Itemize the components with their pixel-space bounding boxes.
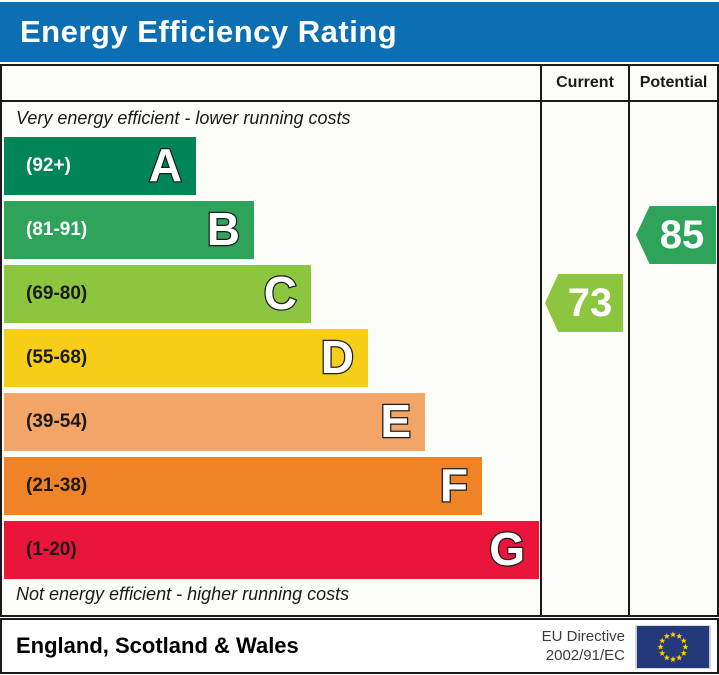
current-rating-value: 73 [567, 280, 613, 325]
band-letter: D [320, 330, 356, 384]
band-range: (55-68) [26, 347, 88, 368]
header-underline [2, 100, 717, 102]
band-row-g: (1-20) G [4, 521, 539, 579]
band-range: (39-54) [26, 411, 88, 432]
title-bar: Energy Efficiency Rating [0, 2, 719, 62]
column-header-current: Current [556, 74, 614, 91]
band-letter: F [439, 458, 470, 512]
potential-rating-arrow: 85 [636, 206, 716, 264]
band-row-d: (55-68) D [4, 329, 368, 387]
band-letter: A [148, 138, 184, 193]
rating-table: Current Potential Very energy efficient … [0, 64, 719, 617]
band-range: (1-20) [26, 539, 77, 560]
band-letter: C [263, 266, 299, 320]
column-header-potential: Potential [639, 74, 708, 91]
footer-bar: England, Scotland & Wales EU Directive 2… [0, 618, 719, 674]
band-row-c: (69-80) C [4, 265, 311, 323]
band-row-f: (21-38) F [4, 457, 482, 515]
band-row-b: (81-91) B [4, 201, 254, 259]
band-letter: G [488, 522, 526, 577]
band-range: (69-80) [26, 283, 88, 304]
bottom-note: Not energy efficient - higher running co… [16, 584, 350, 604]
band-range: (92+) [26, 155, 71, 176]
region-label: England, Scotland & Wales [16, 633, 299, 658]
page-title: Energy Efficiency Rating [20, 14, 398, 49]
band-row-a: (92+) A [4, 137, 196, 195]
eu-directive-label: EU Directive 2002/91/EC [542, 627, 625, 665]
potential-rating-value: 85 [659, 212, 705, 257]
column-divider-potential [628, 66, 630, 615]
band-letter: B [206, 202, 242, 257]
eu-flag-icon [635, 625, 711, 669]
eu-directive-line2: 2002/91/EC [545, 647, 625, 664]
band-letter: E [379, 394, 412, 448]
top-note: Very energy efficient - lower running co… [16, 108, 351, 128]
band-range: (81-91) [26, 219, 88, 240]
band-range: (21-38) [26, 475, 88, 496]
current-rating-arrow: 73 [545, 274, 623, 332]
column-divider-current [540, 66, 542, 615]
band-row-e: (39-54) E [4, 393, 425, 451]
eu-directive-line1: EU Directive [541, 628, 625, 645]
